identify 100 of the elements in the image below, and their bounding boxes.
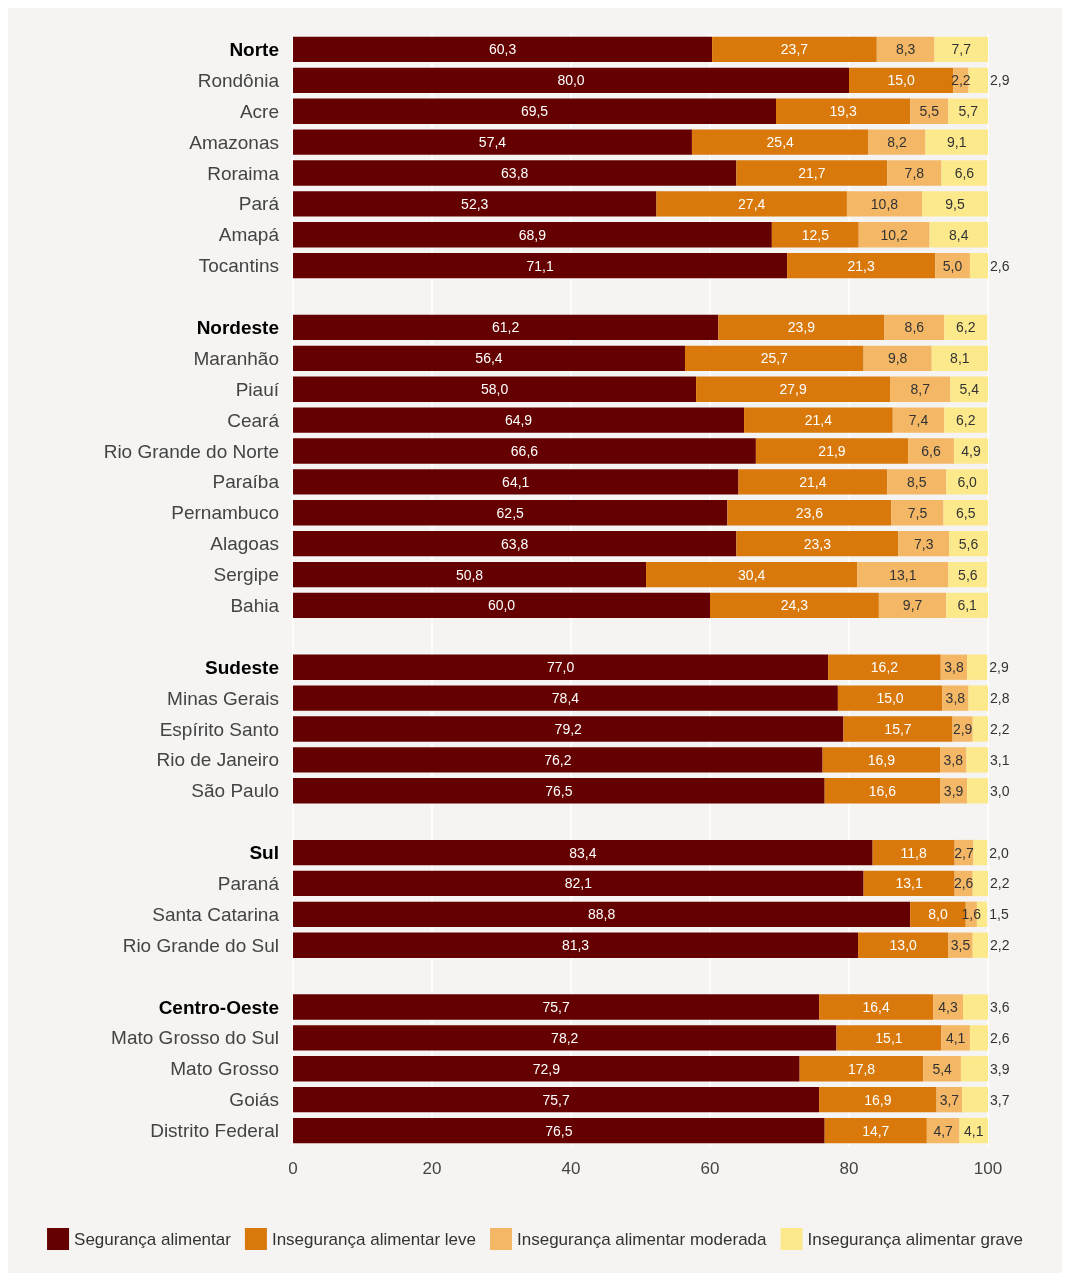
bar xyxy=(727,500,892,526)
data-label: 7,5 xyxy=(907,504,928,521)
y-tick-label: Amapá xyxy=(218,224,280,246)
data-label: 3,8 xyxy=(943,751,964,768)
bar xyxy=(849,67,954,93)
bar xyxy=(950,376,988,402)
bar xyxy=(293,531,737,557)
data-label: 2,2 xyxy=(990,721,1010,737)
data-label: 16,6 xyxy=(868,782,897,799)
data-label: 7,8 xyxy=(904,165,925,181)
y-tick-label: Mato Grosso do Sul xyxy=(111,1027,279,1049)
data-label: 21,4 xyxy=(804,412,833,429)
bar xyxy=(836,1025,942,1051)
bar xyxy=(712,36,877,63)
bar xyxy=(293,716,844,742)
y-tick-label: Distrito Federal xyxy=(150,1120,279,1142)
bar xyxy=(293,376,697,402)
bar xyxy=(293,345,685,371)
y-tick-label: Norte xyxy=(229,38,279,60)
bar xyxy=(967,654,988,680)
data-label: 2,9 xyxy=(990,72,1010,89)
data-label: 25,4 xyxy=(766,134,795,151)
bar xyxy=(878,592,947,619)
data-label: 21,7 xyxy=(798,165,826,181)
data-label: 4,7 xyxy=(933,1122,954,1139)
bar xyxy=(946,592,988,619)
data-label: 72,9 xyxy=(532,1060,561,1077)
bar xyxy=(934,36,988,63)
bar xyxy=(941,1025,970,1051)
data-label: 80,0 xyxy=(557,72,585,89)
data-label: 1,6 xyxy=(961,906,982,923)
y-tick-label: Santa Catarina xyxy=(152,903,280,925)
bar xyxy=(968,685,988,711)
data-label: 2,9 xyxy=(989,659,1009,676)
x-tick-label: 60 xyxy=(700,1159,720,1178)
data-label: 5,6 xyxy=(958,535,979,552)
data-label: 2,8 xyxy=(990,690,1010,707)
bar xyxy=(863,345,932,371)
bar xyxy=(718,314,885,341)
bar xyxy=(887,469,947,495)
data-label: 64,9 xyxy=(504,412,533,429)
data-label: 9,8 xyxy=(887,350,908,367)
data-label: 2,2 xyxy=(951,72,971,89)
data-label: 5,6 xyxy=(958,566,978,583)
data-label: 2,6 xyxy=(990,1029,1010,1046)
bar xyxy=(868,129,926,155)
bar xyxy=(872,839,955,866)
bar xyxy=(696,376,891,402)
bar xyxy=(293,592,710,619)
data-label: 7,3 xyxy=(913,535,934,552)
bar xyxy=(293,1117,825,1144)
data-label: 58,0 xyxy=(480,381,509,398)
y-tick-label: Alagoas xyxy=(210,533,279,555)
x-tick-label: 80 xyxy=(839,1159,859,1178)
bar xyxy=(736,160,888,186)
data-label: 21,9 xyxy=(818,443,846,459)
bar xyxy=(908,438,954,464)
bar xyxy=(293,1056,800,1082)
bar xyxy=(824,1117,927,1144)
data-label: 6,2 xyxy=(956,412,976,429)
data-label: 3,8 xyxy=(945,690,966,707)
data-label: 13,1 xyxy=(895,875,923,892)
y-tick-label: Minas Gerais xyxy=(167,687,279,709)
data-label: 5,4 xyxy=(932,1060,953,1077)
bar xyxy=(293,994,820,1020)
y-tick-label: Paraíba xyxy=(212,471,280,493)
data-label: 5,7 xyxy=(958,103,979,120)
bar xyxy=(771,222,859,248)
data-label: 8,7 xyxy=(910,381,931,398)
data-label: 8,0 xyxy=(928,906,948,923)
data-label: 2,7 xyxy=(954,844,974,861)
data-label: 15,0 xyxy=(876,690,904,707)
data-label: 82,1 xyxy=(564,875,593,892)
data-label: 76,5 xyxy=(545,1122,573,1139)
y-tick-label: Acre xyxy=(239,100,279,122)
data-label: 3,7 xyxy=(990,1091,1010,1108)
bar xyxy=(293,778,825,804)
bar xyxy=(293,500,728,526)
data-label: 63,8 xyxy=(501,535,529,552)
data-label: 7,7 xyxy=(951,41,972,58)
data-label: 78,2 xyxy=(551,1029,579,1046)
data-label: 83,4 xyxy=(569,844,597,861)
data-label: 9,7 xyxy=(902,597,923,614)
bar xyxy=(858,222,930,248)
bar xyxy=(962,1087,988,1113)
y-tick-label: São Paulo xyxy=(191,780,279,802)
bar xyxy=(969,1025,988,1051)
bar xyxy=(787,253,936,279)
x-tick-label: 100 xyxy=(973,1159,1003,1178)
bar xyxy=(828,654,941,680)
bar xyxy=(293,469,739,495)
data-label: 16,9 xyxy=(864,1091,892,1108)
data-label: 79,2 xyxy=(554,721,583,737)
bar xyxy=(929,222,988,248)
data-label: 8,1 xyxy=(950,350,970,367)
bar xyxy=(969,253,988,279)
data-label: 27,4 xyxy=(738,195,766,212)
data-label: 25,7 xyxy=(760,350,789,367)
bar xyxy=(293,747,823,773)
bar xyxy=(843,716,953,742)
